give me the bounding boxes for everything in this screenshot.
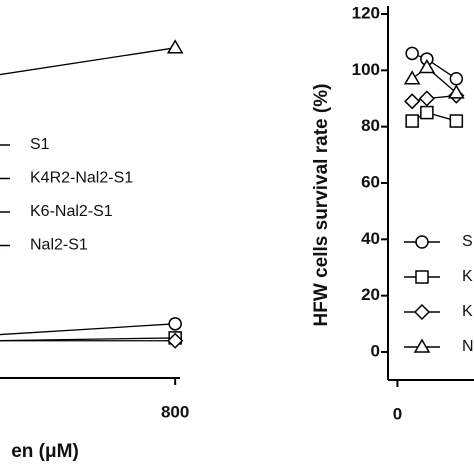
- plot-area: [403, 46, 465, 128]
- legend-label: K: [462, 268, 473, 285]
- x-tick-label: 0: [393, 404, 402, 423]
- y-tick-label: 40: [361, 229, 380, 248]
- y-tick-label: 80: [361, 116, 380, 135]
- x-tick-label: 800: [161, 402, 189, 421]
- series-line: [411, 52, 457, 80]
- marker: [418, 90, 435, 107]
- legend-label: N: [462, 338, 474, 355]
- y-tick-label: 120: [352, 3, 380, 22]
- legend-label: Nal2-S1: [30, 237, 88, 254]
- series-line: [0, 323, 176, 336]
- marker: [413, 338, 431, 353]
- y-tick-label: 100: [352, 60, 380, 79]
- marker: [449, 114, 464, 128]
- series-line: [411, 66, 457, 94]
- marker: [168, 317, 182, 331]
- x-axis-label: en (μM): [11, 441, 79, 462]
- marker: [167, 332, 184, 349]
- marker: [166, 39, 184, 54]
- marker: [415, 235, 429, 249]
- marker: [449, 72, 464, 86]
- marker: [404, 93, 421, 110]
- marker: [413, 303, 431, 321]
- legend-label: K6-Nal2-S1: [30, 203, 113, 220]
- y-tick-label: 0: [371, 341, 380, 360]
- marker: [418, 59, 436, 74]
- marker: [415, 270, 429, 284]
- marker: [405, 46, 419, 61]
- marker: [420, 105, 434, 120]
- marker: [403, 70, 421, 85]
- y-tick-label: 60: [361, 172, 380, 191]
- marker: [448, 84, 465, 99]
- legend-label: K4R2-Nal2-S1: [30, 170, 133, 187]
- series-line: [0, 47, 176, 76]
- y-axis-label: HFW cells survival rate (%): [311, 84, 332, 327]
- marker: [405, 114, 419, 128]
- legend-label: K: [462, 303, 473, 320]
- plot-area: [0, 39, 184, 349]
- y-tick-label: 20: [361, 285, 380, 304]
- legend-label: S1: [30, 136, 50, 153]
- legend-label: S: [462, 233, 473, 250]
